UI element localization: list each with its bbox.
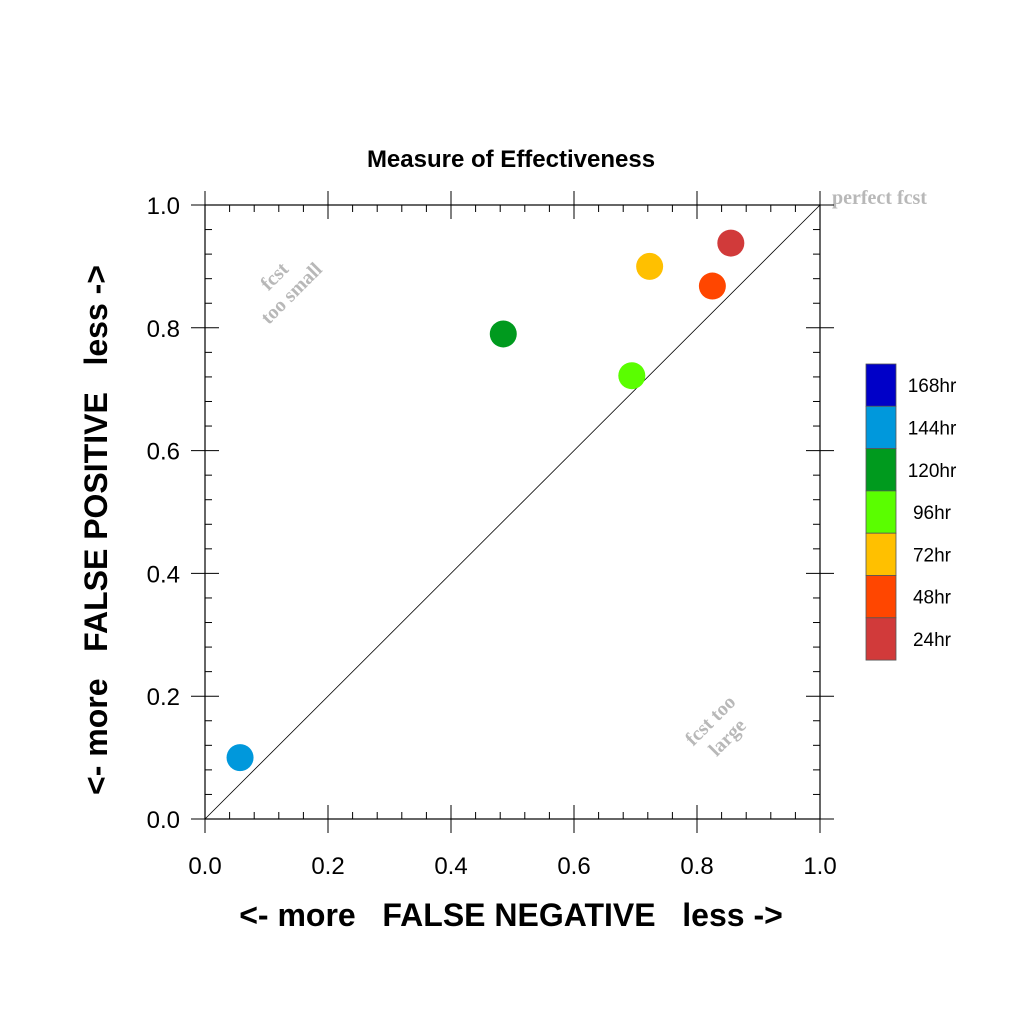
x-tick-label: 0.8 (680, 853, 713, 880)
point-144hr (226, 744, 254, 772)
x-tick-label: 0.0 (188, 853, 221, 880)
plot-frame (204, 204, 821, 820)
chart-title: Measure of Effectiveness (367, 146, 655, 173)
legend-label-120hr: 120hr (908, 461, 957, 482)
x-tick-label: 1.0 (803, 853, 836, 880)
annotations: perfect fcst fcst too small fcst too lar… (256, 187, 927, 761)
perfect-forecast-diagonal (204, 204, 821, 820)
legend: 168hr 144hr 120hr 96hr 72hr 48hr 24hr (865, 363, 957, 661)
x-tick-labels: 0.0 0.2 0.4 0.6 0.8 1.0 (188, 853, 836, 880)
y-tick-labels: 0.0 0.2 0.4 0.6 0.8 1.0 (147, 193, 180, 834)
legend-label-24hr: 24hr (913, 630, 952, 651)
y-tick-label: 0.8 (147, 316, 180, 343)
legend-label-48hr: 48hr (913, 588, 952, 609)
legend-swatch-24hr (865, 617, 897, 661)
legend-label-72hr: 72hr (913, 545, 952, 566)
legend-label-144hr: 144hr (908, 418, 957, 439)
data-points (226, 229, 745, 772)
legend-swatch-144hr (865, 405, 897, 449)
axis-ticks (191, 191, 834, 833)
x-axis-label: <- more FALSE NEGATIVE less -> (239, 897, 783, 933)
y-tick-label: 1.0 (147, 193, 180, 220)
legend-swatch-72hr (865, 532, 897, 576)
legend-swatch-48hr (865, 575, 897, 619)
point-48hr (698, 272, 726, 300)
legend-swatch-168hr (865, 363, 897, 407)
x-tick-label: 0.6 (557, 853, 590, 880)
point-96hr (618, 362, 646, 390)
y-tick-label: 0.0 (147, 807, 180, 834)
annotation-perfect-fcst: perfect fcst (832, 187, 927, 209)
point-120hr (489, 320, 517, 348)
y-tick-label: 0.6 (147, 439, 180, 466)
y-axis-label: <- more FALSE POSITIVE less -> (78, 265, 114, 795)
y-tick-label: 0.4 (147, 561, 180, 588)
legend-label-168hr: 168hr (908, 376, 957, 397)
x-tick-label: 0.2 (311, 853, 344, 880)
legend-swatch-96hr (865, 490, 897, 534)
legend-label-96hr: 96hr (913, 503, 952, 524)
point-72hr (636, 252, 664, 280)
y-tick-label: 0.2 (147, 684, 180, 711)
legend-swatch-120hr (865, 448, 897, 492)
point-24hr (717, 229, 745, 257)
x-tick-label: 0.4 (434, 853, 467, 880)
